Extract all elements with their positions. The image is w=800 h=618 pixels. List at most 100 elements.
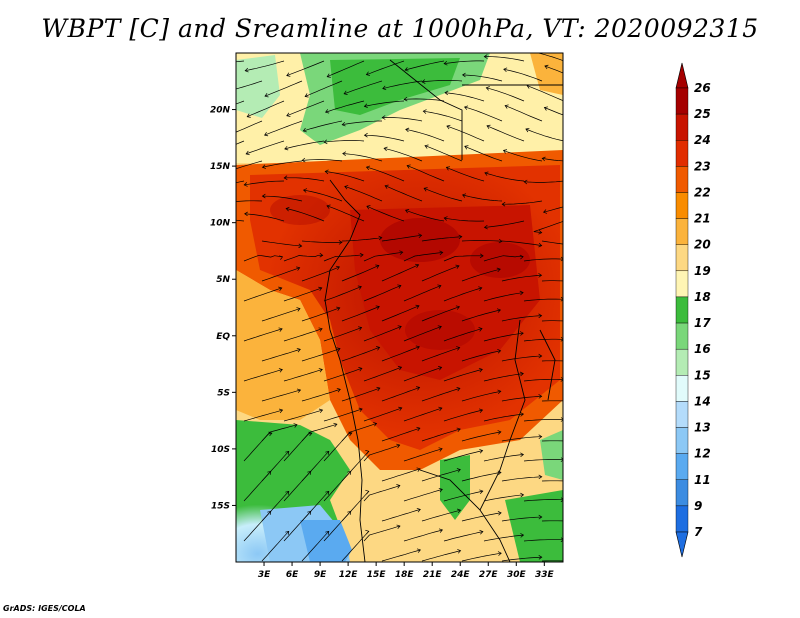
streamline <box>341 531 370 562</box>
streamline-arrow <box>456 468 461 473</box>
x-tick-label: 9E <box>314 570 327 580</box>
streamline-arrow <box>342 151 347 156</box>
y-tick-label: 10S <box>211 445 230 455</box>
streamline-arrow <box>397 366 403 371</box>
streamline <box>541 400 563 402</box>
streamline <box>486 125 525 142</box>
x-axis: 3E 6E 9E 12E 15E 18E 21E 24E 27E 30E 33E <box>258 562 554 580</box>
streamline-arrow <box>333 422 338 428</box>
colorbar-swatch <box>675 322 689 350</box>
streamline <box>403 448 443 462</box>
streamline <box>542 158 563 162</box>
streamline-arrow <box>519 371 524 377</box>
streamline <box>243 511 272 542</box>
streamline-arrow <box>438 528 444 533</box>
streamline <box>301 240 343 243</box>
colorbar-swatch <box>675 479 689 507</box>
streamline <box>236 80 263 90</box>
streamline-arrow <box>341 121 346 127</box>
streamline <box>261 240 302 247</box>
streamline <box>283 511 312 542</box>
plot-frame <box>235 52 564 563</box>
streamline-arrow <box>318 327 323 332</box>
streamline-arrow <box>560 537 563 542</box>
streamline-arrow <box>285 206 290 212</box>
streamline-arrow <box>458 234 463 240</box>
streamline <box>366 205 405 222</box>
streamline-arrow <box>486 124 491 129</box>
streamline-arrow <box>538 273 543 278</box>
streamline <box>403 326 442 342</box>
streamline <box>286 100 325 117</box>
streamline <box>483 255 524 262</box>
streamline-arrow <box>519 254 524 260</box>
streamline-arrow <box>497 551 502 556</box>
streamline <box>243 287 282 302</box>
streamline-arrow <box>538 394 543 399</box>
streamline <box>421 387 461 402</box>
streamline <box>421 347 460 362</box>
streamline <box>541 520 563 522</box>
y-tick-label: 15S <box>211 501 230 511</box>
streamline <box>366 166 405 182</box>
streamline <box>381 427 421 442</box>
streamline <box>261 308 301 322</box>
streamline-arrow <box>302 188 308 193</box>
streamline <box>286 208 325 222</box>
streamline <box>323 511 352 542</box>
streamline <box>284 177 325 182</box>
streamline <box>363 326 402 342</box>
streamline-arrow <box>267 510 272 515</box>
streamline <box>544 65 563 74</box>
streamline-arrow <box>541 156 546 162</box>
streamline <box>422 80 463 83</box>
streamline-arrow <box>268 431 273 437</box>
streamline-arrow <box>455 264 460 269</box>
streamline <box>283 409 323 422</box>
streamline-arrow <box>396 484 401 489</box>
colorbar-swatch <box>675 453 689 480</box>
streamline-arrow <box>542 209 548 214</box>
streamline-arrow <box>325 490 330 495</box>
streamline <box>446 125 485 142</box>
streamline <box>244 213 285 222</box>
streamline-arrow <box>267 470 272 475</box>
streamline-arrow <box>502 149 508 154</box>
streamline-arrow <box>373 422 378 427</box>
streamline-arrow <box>503 67 508 72</box>
streamline <box>236 219 245 222</box>
colorbar-level-label: 23 <box>694 159 711 173</box>
streamline-arrow <box>397 284 402 289</box>
streamline-arrow <box>344 185 349 190</box>
streamline <box>261 267 300 282</box>
colorbar-level-label: 22 <box>694 185 711 199</box>
streamline-arrow <box>308 431 313 437</box>
colorbar-level-label: 17 <box>694 316 711 330</box>
streamline <box>464 106 503 122</box>
streamline-arrow <box>416 386 421 391</box>
colorbar-swatch <box>675 296 689 324</box>
streamline <box>366 60 405 76</box>
streamline-arrow <box>285 450 290 455</box>
colorbar-level-label: 13 <box>694 421 711 435</box>
x-tick-label: 18E <box>395 570 415 580</box>
streamline-arrow <box>365 449 370 455</box>
streamline <box>421 236 462 242</box>
streamline-arrow <box>418 233 423 238</box>
streamline-arrow <box>406 164 411 169</box>
streamline <box>381 264 419 282</box>
streamline <box>384 185 423 202</box>
streamline <box>363 525 401 542</box>
streamline <box>444 60 485 65</box>
streamline-arrow <box>365 489 370 495</box>
streamline-arrow <box>296 347 301 353</box>
streamline <box>341 306 380 322</box>
streamline-arrow <box>560 377 563 382</box>
streamline-arrow <box>278 255 284 260</box>
streamline <box>381 234 422 242</box>
colorbar-swatch <box>675 113 689 141</box>
chart-title: WBPT [C] and Sreamline at 1000hPa, VT: 2… <box>41 14 759 43</box>
streamline <box>501 240 542 246</box>
streamline-arrow <box>285 490 290 495</box>
streamline-arrow <box>365 529 370 535</box>
